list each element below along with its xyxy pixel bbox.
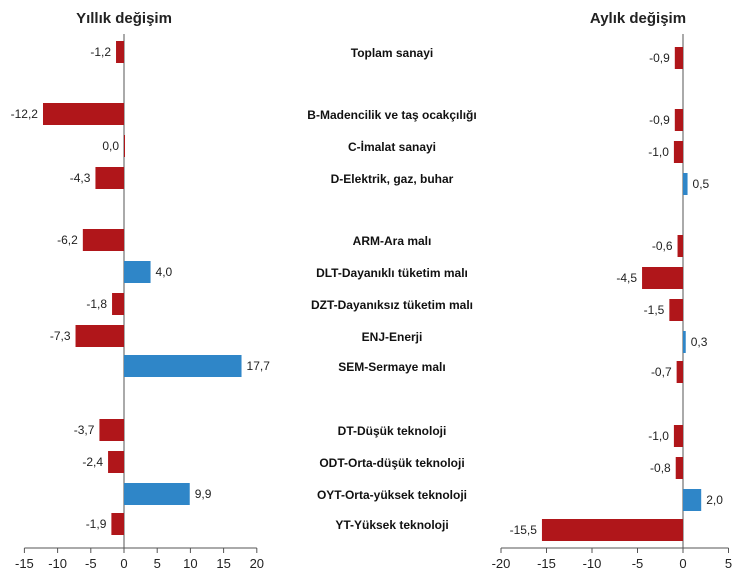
category-label: B-Madencilik ve taş ocakçılığı — [307, 108, 476, 122]
right-bar — [683, 331, 686, 353]
left-tick-label: 0 — [120, 556, 127, 571]
category-label: D-Elektrik, gaz, buhar — [331, 172, 454, 186]
right-bar — [676, 361, 683, 383]
left-bar — [99, 419, 124, 441]
left-value-label: -6,2 — [57, 233, 78, 247]
right-bar — [683, 489, 702, 511]
left-tick-label: 10 — [183, 556, 197, 571]
left-chart-title: Yıllık değişim — [76, 10, 172, 27]
left-bar — [124, 261, 151, 283]
right-tick-label: 0 — [679, 556, 686, 571]
left-value-label: -7,3 — [50, 329, 71, 343]
left-value-label: -1,8 — [86, 297, 107, 311]
left-bar — [75, 325, 124, 347]
left-bar — [124, 483, 190, 505]
category-label: DZT-Dayanıksız tüketim malı — [311, 298, 473, 312]
right-bar — [673, 141, 683, 163]
category-label: DT-Düşük teknoloji — [338, 424, 447, 438]
left-tick-label: 5 — [154, 556, 161, 571]
left-bar — [42, 103, 124, 125]
right-value-label: -0,9 — [649, 51, 670, 65]
right-tick-label: -5 — [632, 556, 644, 571]
right-bar — [673, 425, 683, 447]
right-value-label: -1,0 — [648, 145, 669, 159]
category-label: C-İmalat sanayi — [348, 139, 436, 154]
category-label: Toplam sanayi — [351, 46, 433, 60]
left-bar — [95, 167, 124, 189]
left-bar — [116, 41, 124, 63]
left-tick-label: -5 — [85, 556, 97, 571]
category-label: ARM-Ara malı — [353, 234, 432, 248]
left-bar — [111, 513, 124, 535]
right-value-label: -0,7 — [651, 365, 672, 379]
right-value-label: 2,0 — [706, 493, 723, 507]
right-tick-label: -15 — [537, 556, 556, 571]
left-value-label: -1,2 — [90, 45, 111, 59]
right-value-label: -1,5 — [644, 303, 665, 317]
left-value-label: 0,0 — [102, 139, 119, 153]
left-bar — [112, 293, 124, 315]
right-tick-label: -10 — [583, 556, 602, 571]
right-value-label: 0,5 — [693, 177, 710, 191]
right-value-label: -0,9 — [649, 113, 670, 127]
right-bar — [674, 109, 683, 131]
right-tick-label: 5 — [725, 556, 732, 571]
left-bar — [82, 229, 124, 251]
left-value-label: 17,7 — [247, 359, 271, 373]
left-tick-label: 15 — [216, 556, 230, 571]
category-label: YT-Yüksek teknoloji — [335, 518, 448, 532]
left-bar — [124, 355, 242, 377]
right-bar — [642, 267, 683, 289]
left-bar — [124, 135, 125, 157]
right-bar — [675, 457, 683, 479]
left-value-label: 4,0 — [156, 265, 173, 279]
right-bar — [674, 47, 683, 69]
right-bar — [683, 173, 688, 195]
category-label: ENJ-Enerji — [362, 330, 423, 344]
left-value-label: -2,4 — [82, 455, 103, 469]
right-value-label: -1,0 — [648, 429, 669, 443]
left-value-label: -4,3 — [70, 171, 91, 185]
right-value-label: -0,8 — [650, 461, 671, 475]
category-label: DLT-Dayanıklı tüketim malı — [316, 266, 468, 280]
right-tick-label: -20 — [492, 556, 511, 571]
left-value-label: -3,7 — [74, 423, 95, 437]
left-value-label: -1,9 — [86, 517, 107, 531]
left-value-label: 9,9 — [195, 487, 212, 501]
right-value-label: 0,3 — [691, 335, 708, 349]
left-bar — [108, 451, 124, 473]
right-bar — [541, 519, 683, 541]
category-label: ODT-Orta-düşük teknoloji — [319, 456, 464, 470]
left-value-label: -12,2 — [11, 107, 39, 121]
right-bar — [669, 299, 683, 321]
left-tick-label: -15 — [15, 556, 34, 571]
category-label: OYT-Orta-yüksek teknoloji — [317, 488, 467, 502]
left-tick-label: 20 — [250, 556, 264, 571]
right-value-label: -0,6 — [652, 239, 673, 253]
category-label: SEM-Sermaye malı — [338, 360, 445, 374]
right-value-label: -4,5 — [616, 271, 637, 285]
right-bar — [677, 235, 683, 257]
left-tick-label: -10 — [48, 556, 67, 571]
right-value-label: -15,5 — [510, 523, 538, 537]
right-chart-title: Aylık değişim — [590, 10, 686, 27]
